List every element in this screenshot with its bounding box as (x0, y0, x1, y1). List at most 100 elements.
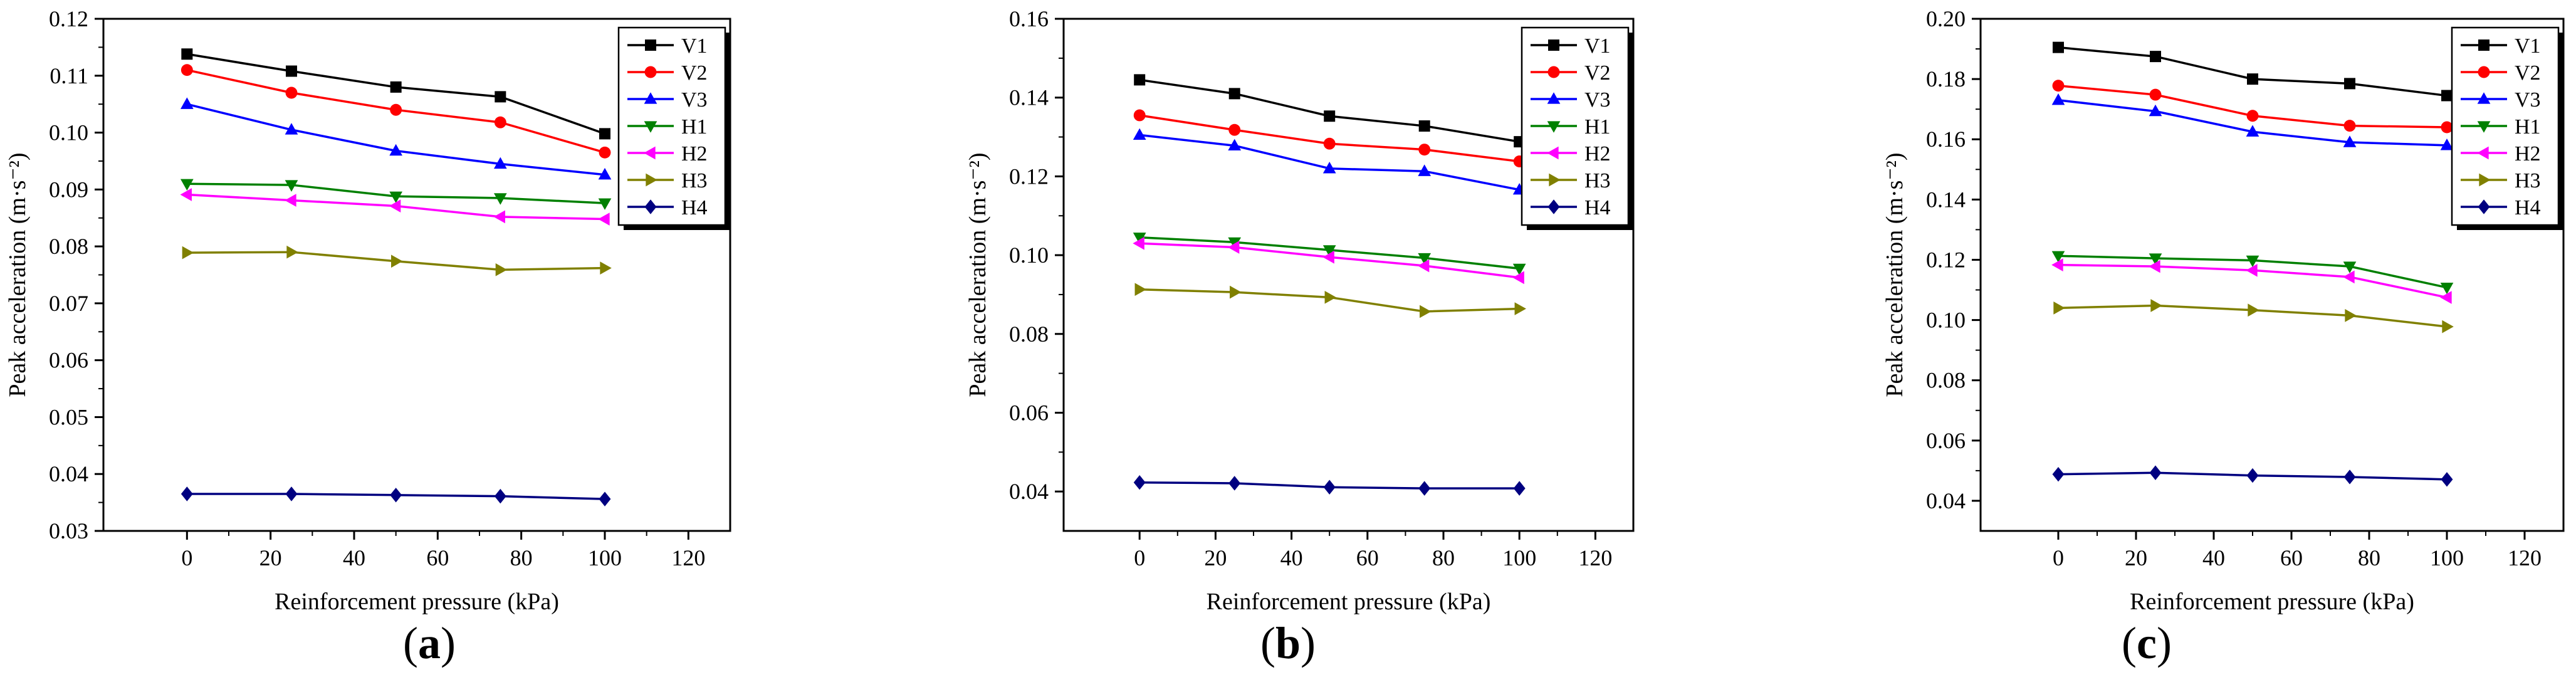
data-point (2441, 121, 2453, 134)
data-point (2343, 469, 2356, 485)
data-point (494, 116, 506, 128)
series-v2 (181, 64, 611, 159)
x-tick-label: 120 (671, 545, 705, 570)
data-point (2440, 139, 2454, 150)
data-point (1228, 88, 1240, 100)
y-axis-ticks: 0.03 0.04 0.05 0.06 0.07 0.08 0.09 0.10 0.11 0.12 (49, 6, 103, 543)
series-v3 (1133, 128, 1526, 195)
data-point (2150, 51, 2161, 63)
data-point (2053, 301, 2065, 315)
y-tick-label: 0.08 (1009, 322, 1049, 347)
data-point (495, 263, 508, 276)
legend-label: V3 (1584, 88, 1611, 112)
series-v3 (2051, 93, 2454, 150)
data-point (2247, 73, 2258, 85)
data-point (1133, 233, 1146, 244)
data-point (1324, 110, 1336, 122)
data-point (389, 191, 403, 204)
data-point (2149, 465, 2162, 480)
data-point (1418, 120, 1430, 132)
data-point (2343, 270, 2355, 284)
chart-panel-b: 0 20 40 60 80 100 120 0.04 0.06 0.08 0.10 0.12 0.14 0… (859, 0, 1717, 692)
data-point (2246, 110, 2259, 122)
y-tick-label: 0.18 (1926, 66, 1966, 92)
x-tick-label: 60 (2280, 545, 2303, 570)
legend-label: V2 (1584, 61, 1611, 85)
series-h3 (182, 245, 612, 276)
data-point (493, 210, 505, 224)
x-tick-label: 80 (2358, 545, 2380, 570)
data-point (2149, 88, 2162, 101)
legend-marker (646, 173, 657, 187)
legend-label: H4 (1584, 196, 1611, 219)
y-tick-label: 0.12 (49, 6, 88, 31)
legend-label: H1 (681, 115, 708, 139)
y-tick-label: 0.10 (49, 120, 88, 145)
panel-label-c: (c) (2122, 618, 2172, 668)
data-point (1418, 253, 1432, 265)
legend-label: H3 (2515, 169, 2541, 192)
legend-label: H4 (2515, 196, 2541, 219)
legend-marker (2478, 66, 2490, 78)
data-point (1512, 263, 1526, 276)
x-tick-label: 40 (2202, 545, 2225, 570)
y-tick-label: 0.05 (49, 404, 88, 429)
legend-label: H2 (1584, 142, 1611, 165)
data-point (2246, 125, 2259, 137)
data-point (2053, 41, 2064, 53)
data-point (1418, 164, 1432, 176)
panel-label-b: (b) (1260, 618, 1316, 668)
y-tick-label: 0.10 (1926, 308, 1966, 333)
y-axis-ticks: 0.04 0.06 0.08 0.10 0.12 0.14 0.16 (1009, 6, 1064, 504)
legend: V1 V2 V3 H1 H2 H3 H4 (2451, 26, 2563, 230)
data-point (2441, 90, 2453, 102)
x-axis-label: Reinforcement pressure (kPa) (1207, 589, 1491, 615)
data-point (1134, 283, 1146, 296)
data-point (598, 212, 610, 226)
legend-label: H2 (2515, 142, 2541, 165)
x-tick-label: 100 (588, 545, 622, 570)
y-tick-label: 0.06 (1009, 400, 1049, 425)
data-point (2441, 472, 2453, 487)
y-tick-label: 0.10 (1009, 243, 1049, 268)
legend-marker (644, 66, 657, 78)
series-h1 (180, 179, 612, 210)
series-h1 (2051, 251, 2454, 295)
data-point (598, 198, 612, 210)
series-h3 (1134, 283, 1526, 318)
series-v1 (181, 48, 610, 140)
x-tick-label: 120 (1578, 545, 1612, 570)
y-axis-label: Peak acceleration (m·s⁻²) (4, 152, 31, 397)
legend-label: V1 (2515, 34, 2541, 58)
x-tick-label: 20 (1204, 545, 1227, 570)
data-point (389, 199, 401, 213)
legend-marker (2478, 39, 2490, 51)
data-point (1420, 305, 1432, 318)
x-tick-label: 60 (426, 545, 449, 570)
data-point (180, 97, 194, 109)
data-point (1134, 74, 1146, 86)
x-axis-ticks: 0 20 40 60 80 100 120 (1134, 531, 1612, 570)
data-point (285, 486, 298, 501)
chart-panel-a: 0 20 40 60 80 100 120 0.03 0.04 0.05 0.06 0.07 0.08 0… (0, 0, 859, 692)
legend-marker (645, 39, 656, 51)
data-point (1323, 137, 1336, 150)
legend-label: V2 (681, 61, 708, 85)
legend-label: H3 (1584, 169, 1611, 192)
data-point (2440, 291, 2452, 304)
legend-marker (1547, 146, 1559, 160)
legend-marker (2479, 173, 2491, 187)
data-point (2149, 260, 2160, 273)
data-point (1228, 237, 1242, 249)
x-tick-label: 0 (181, 545, 192, 570)
data-point (181, 48, 193, 60)
x-tick-label: 100 (1502, 545, 1536, 570)
data-point (2440, 283, 2454, 295)
legend-label: H3 (681, 169, 708, 192)
chart-panel-c: 0 20 40 60 80 100 120 0.04 0.06 0.08 0.10 0.12 0.14 0… (1717, 0, 2576, 692)
data-point (1133, 109, 1146, 122)
data-point (180, 179, 194, 191)
data-point (2442, 320, 2454, 333)
x-tick-label: 20 (259, 545, 282, 570)
data-point (2052, 466, 2065, 482)
